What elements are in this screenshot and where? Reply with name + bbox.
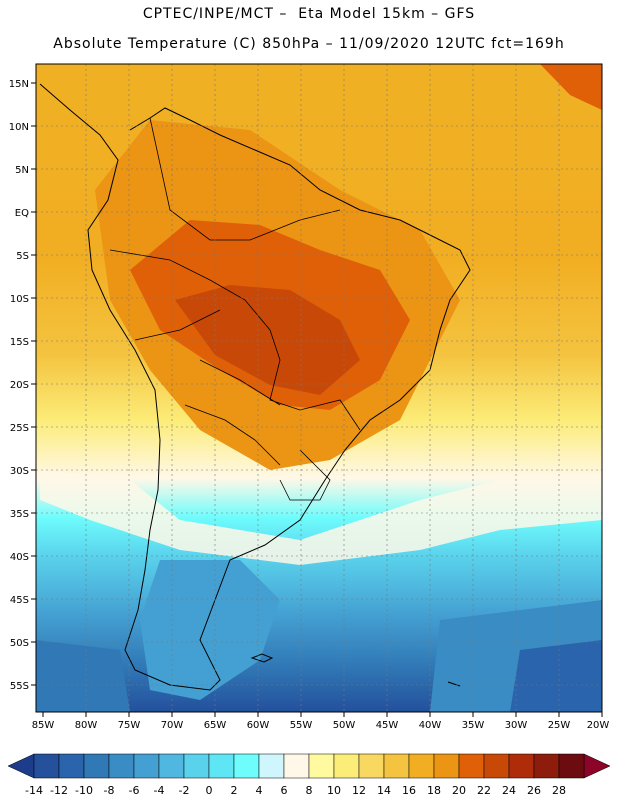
colorbar-swatch — [158, 753, 185, 779]
colorbar-label: 20 — [452, 784, 466, 797]
colorbar-label: 12 — [352, 784, 366, 797]
colorbar-swatch — [58, 753, 85, 779]
temperature-field — [36, 64, 602, 712]
lat-label: 10S — [10, 294, 29, 305]
colorbar-swatch — [233, 753, 260, 779]
lon-label: 50W — [333, 720, 356, 731]
colorbar-swatch — [83, 753, 110, 779]
lon-label: 85W — [32, 720, 55, 731]
falkland-islands — [250, 653, 274, 663]
map-title-line-1: CPTEC/INPE/MCT – Eta Model 15km – GFS — [142, 6, 476, 22]
lon-label: 65W — [204, 720, 227, 731]
graticule — [36, 64, 602, 712]
tick-marks — [31, 82, 603, 717]
colorbar-swatch — [108, 753, 135, 779]
lat-label: EQ — [15, 208, 29, 219]
colorbar-swatch — [133, 753, 160, 779]
coastline — [39, 83, 471, 691]
colorbar-swatch — [458, 753, 485, 779]
colorbar-swatch — [483, 753, 510, 779]
lat-label: 5S — [16, 251, 29, 262]
lon-label: 45W — [376, 720, 399, 731]
longitude-labels: 85W 80W 75W 70W 65W 60W 55W 50W 45W 40W … — [32, 720, 610, 731]
lat-label: 55S — [10, 681, 29, 692]
lon-label: 25W — [548, 720, 571, 731]
colorbar-min-arrow — [7, 753, 35, 779]
colorbar-label: 4 — [256, 784, 263, 797]
colorbar-label: 16 — [402, 784, 416, 797]
colorbar-swatch — [358, 753, 385, 779]
lat-label: 5N — [15, 165, 29, 176]
colorbar-swatch — [508, 753, 535, 779]
lon-label: 70W — [161, 720, 184, 731]
lat-label: 30S — [10, 466, 29, 477]
lon-label: 75W — [118, 720, 141, 731]
colorbar-label: -6 — [129, 784, 140, 797]
colorbar-swatch — [558, 753, 585, 779]
lon-label: 80W — [75, 720, 98, 731]
colorbar-label: -8 — [104, 784, 115, 797]
colorbar-label: 18 — [427, 784, 441, 797]
colorbar-swatch — [433, 753, 460, 779]
lat-label: 15N — [9, 79, 29, 90]
colorbar-swatch — [408, 753, 435, 779]
lat-label: 25S — [10, 423, 29, 434]
colorbar-label: -12 — [50, 784, 68, 797]
map-frame — [35, 63, 603, 713]
colorbar-label: -4 — [154, 784, 165, 797]
colorbar-label: 26 — [527, 784, 541, 797]
colorbar-label: -10 — [75, 784, 93, 797]
colorbar-label: 22 — [477, 784, 491, 797]
colorbar-max-arrow — [583, 753, 611, 779]
warm-region-24-26 — [175, 285, 360, 395]
warm-region-northeast — [540, 64, 602, 110]
colorbar-label: 8 — [306, 784, 313, 797]
map-title-line-2: Absolute Temperature (C) 850hPa – 11/09/… — [53, 36, 565, 52]
lon-label: 40W — [419, 720, 442, 731]
colorbar-swatch — [383, 753, 410, 779]
lon-label: 60W — [247, 720, 270, 731]
lon-label: 35W — [462, 720, 485, 731]
colorbar: -14 -12 -10 -8 -6 -4 -2 0 2 4 6 8 10 12 … — [7, 753, 611, 797]
country-borders — [109, 117, 361, 501]
colorbar-swatch — [208, 753, 235, 779]
cold-region-southwest — [36, 640, 130, 712]
colorbar-swatch — [183, 753, 210, 779]
lat-label: 50S — [10, 638, 29, 649]
colorbar-label: 28 — [552, 784, 566, 797]
lat-label: 20S — [10, 380, 29, 391]
colorbar-swatch — [333, 753, 360, 779]
colorbar-label: -14 — [25, 784, 43, 797]
colorbar-swatch — [308, 753, 335, 779]
lon-label: 30W — [505, 720, 528, 731]
colorbar-label: 14 — [377, 784, 391, 797]
lon-label: 55W — [290, 720, 313, 731]
colorbar-swatch — [283, 753, 310, 779]
cool-region-patagonia — [140, 560, 280, 700]
colorbar-label: -2 — [179, 784, 190, 797]
colorbar-label: 24 — [502, 784, 516, 797]
colorbar-label: 10 — [327, 784, 341, 797]
lat-label: 35S — [10, 509, 29, 520]
lat-label: 45S — [10, 595, 29, 606]
mild-region-band — [40, 470, 602, 565]
lon-label: 20W — [587, 720, 610, 731]
lat-label: 15S — [10, 337, 29, 348]
colorbar-label: 2 — [231, 784, 238, 797]
colorbar-swatch — [258, 753, 285, 779]
lat-label: 40S — [10, 552, 29, 563]
cold-region-southeast — [510, 640, 602, 712]
latitude-labels: 15N 10N 5N EQ 5S 10S 15S 20S 25S 30S 35S… — [9, 79, 29, 692]
colorbar-swatch — [33, 753, 60, 779]
colorbar-label: 0 — [206, 784, 213, 797]
colorbar-swatch — [533, 753, 560, 779]
colorbar-label: 6 — [281, 784, 288, 797]
south-georgia-island — [447, 681, 461, 687]
lat-label: 10N — [9, 122, 29, 133]
